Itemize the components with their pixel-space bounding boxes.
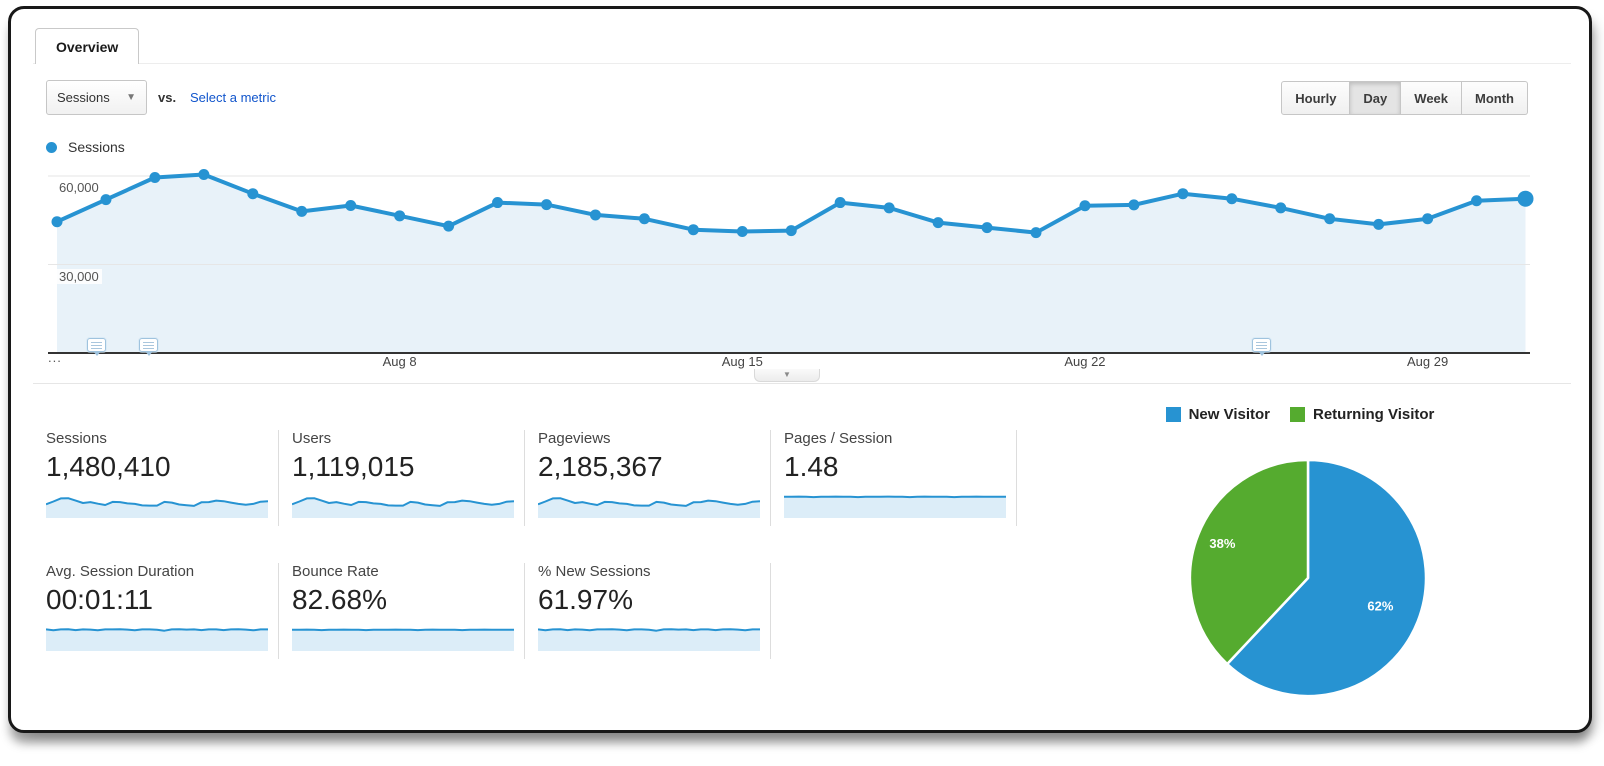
- xtick-label: Aug 8: [382, 354, 417, 369]
- tab-overview[interactable]: Overview: [35, 28, 140, 64]
- scorecard-sessions: Sessions 1,480,410: [46, 430, 279, 526]
- pie-legend-new-visitor[interactable]: New Visitor: [1165, 406, 1270, 423]
- metric-selector-dropdown[interactable]: Sessions ▼: [46, 80, 147, 115]
- scorecard-avg-session-duration: Avg. Session Duration 00:01:11: [46, 563, 279, 659]
- scorecard-pages-per-session-value: 1.48: [784, 451, 839, 482]
- pie-legend-new-visitor-label: New Visitor: [1188, 406, 1270, 423]
- metric-selector-value: Sessions: [57, 90, 110, 105]
- pie-legend-returning-visitor[interactable]: Returning Visitor: [1290, 406, 1434, 423]
- scorecard-bounce-rate-sparkline: [292, 628, 514, 651]
- xtick-label: Aug 29: [1406, 354, 1449, 369]
- pie-slice-label: 38%: [1209, 536, 1235, 551]
- ytick-60000: 60,000: [56, 180, 102, 195]
- scorecard-new-sessions-label[interactable]: % New Sessions: [538, 563, 651, 580]
- chevron-down-icon: ▼: [126, 92, 136, 103]
- scorecard-avg-session-duration-label[interactable]: Avg. Session Duration: [46, 563, 195, 580]
- scorecard-row-2: Avg. Session Duration 00:01:11 Bounce Ra…: [46, 563, 784, 659]
- scorecard-new-sessions-sparkline: [538, 628, 760, 651]
- visitor-type-pie-svg: 62% 38%: [1188, 458, 1428, 698]
- tab-divider: [33, 63, 1571, 64]
- scorecard-row-1: Sessions 1,480,410 Users 1,119,015 Pagev…: [46, 430, 1030, 526]
- scorecard-bounce-rate-value: 82.68%: [292, 584, 387, 615]
- select-a-metric-link[interactable]: Select a metric: [190, 90, 276, 105]
- scorecard-sessions-value: 1,480,410: [46, 451, 171, 482]
- scorecard-bounce-rate-label[interactable]: Bounce Rate: [292, 563, 379, 580]
- granularity-month-button[interactable]: Month: [1462, 81, 1528, 115]
- legend-dot-icon: [46, 141, 57, 153]
- chart-collapse-handle[interactable]: ▼: [754, 369, 820, 382]
- sessions-timeline-chart[interactable]: [48, 160, 1534, 354]
- scorecard-pages-per-session-sparkline: [784, 495, 1006, 518]
- scorecard-new-sessions-value: 61.97%: [538, 584, 633, 615]
- section-divider: [33, 383, 1571, 384]
- annotation-bubble-icon[interactable]: [87, 338, 107, 356]
- scorecard-pages-per-session: Pages / Session 1.48: [784, 430, 1017, 526]
- scorecard-sessions-label[interactable]: Sessions: [46, 430, 107, 447]
- scorecard-bounce-rate: Bounce Rate 82.68%: [292, 563, 525, 659]
- scorecard-pageviews-value: 2,185,367: [538, 451, 663, 482]
- sessions-timeline-svg: [48, 169, 1534, 353]
- xtick-label: Aug 15: [721, 354, 763, 369]
- vs-label: vs.: [158, 90, 177, 105]
- granularity-button-group: Hourly Day Week Month: [1281, 81, 1528, 115]
- x-axis-line: [48, 352, 1530, 354]
- granularity-hourly-button[interactable]: Hourly: [1281, 81, 1351, 115]
- annotation-bubble-icon[interactable]: [1252, 338, 1272, 356]
- scorecard-users-label[interactable]: Users: [292, 430, 332, 447]
- x-axis-overflow-label: ...: [48, 350, 62, 365]
- returning-visitor-swatch-icon: [1290, 407, 1305, 422]
- granularity-week-button[interactable]: Week: [1401, 81, 1463, 115]
- scorecard-pageviews: Pageviews 2,185,367: [538, 430, 771, 526]
- scorecard-users: Users 1,119,015: [292, 430, 525, 526]
- ytick-30000: 30,000: [56, 269, 102, 284]
- scorecard-avg-session-duration-sparkline: [46, 628, 268, 651]
- legend-label: Sessions: [68, 139, 125, 155]
- scorecard-pageviews-sparkline: [538, 497, 760, 518]
- scorecard-users-sparkline: [292, 497, 514, 518]
- granularity-day-button[interactable]: Day: [1350, 81, 1402, 115]
- pie-legend-returning-visitor-label: Returning Visitor: [1313, 406, 1435, 423]
- annotation-bubble-icon[interactable]: [138, 338, 158, 356]
- xtick-label: Aug 22: [1064, 354, 1106, 369]
- visitor-type-pie-chart[interactable]: 62% 38%: [1186, 456, 1430, 705]
- pie-legend: New Visitor Returning Visitor: [1130, 406, 1470, 423]
- scorecard-avg-session-duration-value: 00:01:11: [46, 584, 153, 615]
- chart-legend: Sessions: [46, 139, 125, 155]
- new-visitor-swatch-icon: [1165, 407, 1181, 422]
- scorecard-sessions-sparkline: [46, 497, 268, 518]
- pie-slice-label: 62%: [1367, 599, 1393, 614]
- scorecard-pages-per-session-label[interactable]: Pages / Session: [784, 430, 893, 447]
- tab-overview-label: Overview: [56, 38, 119, 55]
- scorecard-users-value: 1,119,015: [292, 451, 415, 482]
- scorecard-new-sessions: % New Sessions 61.97%: [538, 563, 771, 659]
- scorecard-pageviews-label[interactable]: Pageviews: [538, 430, 611, 447]
